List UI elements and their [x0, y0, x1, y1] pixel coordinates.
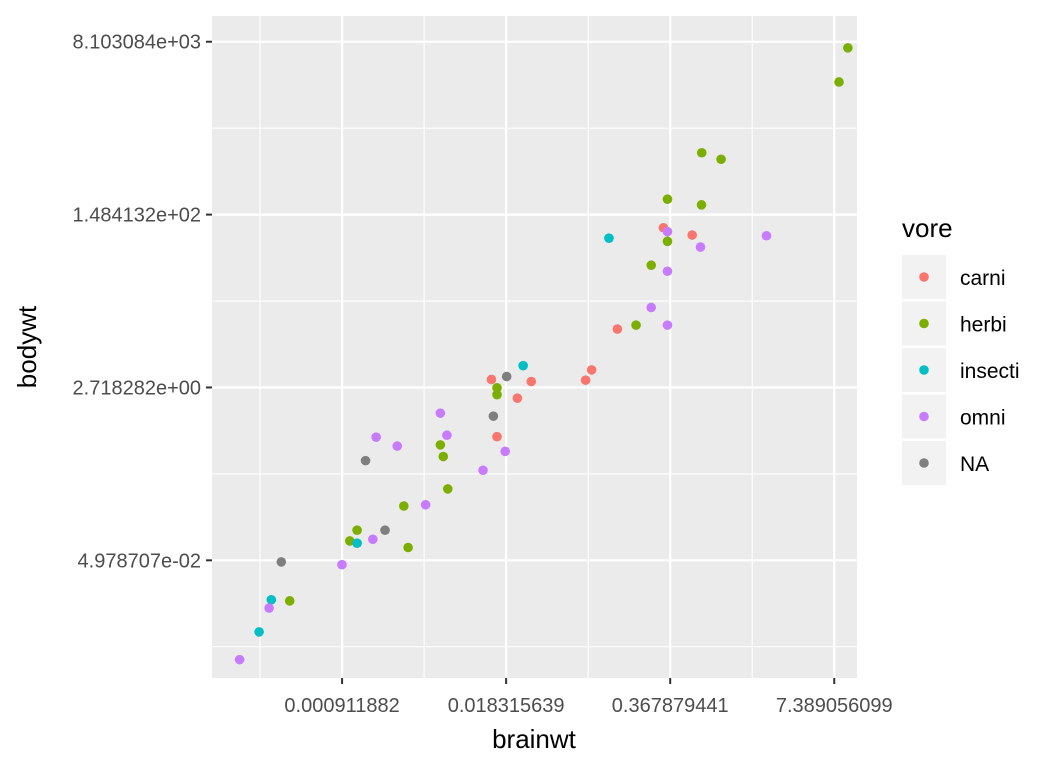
data-point-herbi	[492, 389, 502, 400]
data-point-herbi	[696, 147, 707, 158]
data-point-na	[488, 411, 499, 421]
data-point-omni	[392, 441, 403, 451]
data-point-na	[276, 557, 287, 567]
legend-label-carni: carni	[960, 267, 1006, 290]
data-point-carni	[687, 230, 697, 240]
data-point-carni	[580, 375, 591, 385]
y-tick-label: 2.718282e+00	[73, 377, 201, 399]
legend-title: vore	[902, 213, 953, 243]
data-point-herbi	[399, 501, 409, 511]
data-point-herbi	[716, 154, 726, 165]
data-point-omni	[371, 432, 381, 442]
data-point-herbi	[435, 440, 446, 450]
data-point-omni	[442, 430, 452, 441]
data-point-carni	[526, 376, 537, 387]
minor-gridlines	[212, 16, 857, 678]
data-point-omni	[368, 534, 378, 545]
data-point-omni	[662, 226, 673, 237]
major-gridlines	[212, 16, 857, 678]
legend: vore carni herbi insecti omni NA	[902, 213, 1020, 485]
data-point-herbi	[646, 260, 657, 271]
data-point-insecti	[254, 627, 264, 637]
legend-label-omni: omni	[960, 407, 1006, 430]
legend-items: carni herbi insecti omni NA	[902, 255, 1020, 485]
y-tick-label: 1.484132e+02	[73, 205, 201, 227]
data-point-herbi	[438, 451, 449, 462]
x-tick-label: 7.389056099	[776, 695, 893, 717]
data-point-carni	[586, 365, 597, 375]
legend-label-insecti: insecti	[960, 360, 1020, 383]
data-point-carni	[512, 393, 523, 404]
data-point-herbi	[352, 525, 362, 535]
data-point-herbi	[662, 194, 673, 204]
legend-symbol-insecti	[919, 365, 929, 375]
legend-symbol-omni	[919, 411, 929, 422]
data-point-omni	[234, 654, 245, 665]
data-point-na	[380, 525, 390, 535]
data-point-omni	[761, 230, 772, 241]
data-point-omni	[478, 465, 488, 476]
data-point-insecti	[604, 233, 614, 243]
data-point-carni	[612, 324, 623, 334]
data-point-insecti	[352, 538, 362, 548]
legend-label-herbi: herbi	[960, 314, 1007, 337]
data-point-herbi	[843, 43, 853, 53]
data-point-herbi	[284, 596, 295, 606]
legend-label-na: NA	[960, 453, 989, 476]
y-tick-label: 8.103084e+03	[73, 32, 201, 54]
x-axis: 0.000911882 0.018315639 0.367879441 7.38905…	[284, 678, 893, 717]
legend-symbol-carni	[919, 272, 929, 282]
data-point-insecti	[266, 594, 277, 605]
y-tick-label: 4.978707e-02	[78, 550, 201, 572]
legend-symbol-na	[919, 458, 929, 468]
data-point-carni	[492, 431, 502, 442]
data-point-na	[501, 371, 512, 382]
x-tick-label: 0.000911882	[284, 695, 399, 717]
data-points	[234, 43, 853, 665]
data-point-omni	[264, 603, 274, 613]
data-point-omni	[646, 302, 657, 313]
x-axis-title: brainwt	[492, 724, 577, 754]
data-point-herbi	[442, 484, 453, 494]
plot-panel	[212, 16, 857, 678]
legend-symbol-herbi	[919, 318, 929, 329]
y-axis: 4.978707e-02 2.718282e+00 1.484132e+02 8.10…	[73, 32, 212, 572]
data-point-herbi	[662, 236, 673, 247]
y-axis-title: bodywt	[12, 305, 42, 388]
data-point-omni	[500, 446, 510, 457]
x-tick-label: 0.018315639	[448, 695, 565, 717]
data-point-herbi	[631, 320, 641, 330]
data-point-omni	[420, 499, 431, 510]
data-point-omni	[695, 242, 706, 252]
data-point-omni	[662, 320, 673, 330]
data-point-herbi	[403, 542, 413, 553]
data-point-herbi	[344, 536, 355, 546]
data-point-herbi	[492, 382, 502, 393]
data-point-insecti	[518, 360, 528, 371]
data-point-herbi	[834, 77, 844, 87]
data-point-omni	[662, 266, 673, 277]
data-point-omni	[337, 559, 347, 570]
data-point-herbi	[696, 200, 707, 210]
data-point-carni	[486, 374, 497, 385]
data-point-na	[360, 455, 371, 466]
data-point-omni	[435, 408, 446, 418]
x-tick-label: 0.367879441	[612, 695, 729, 717]
